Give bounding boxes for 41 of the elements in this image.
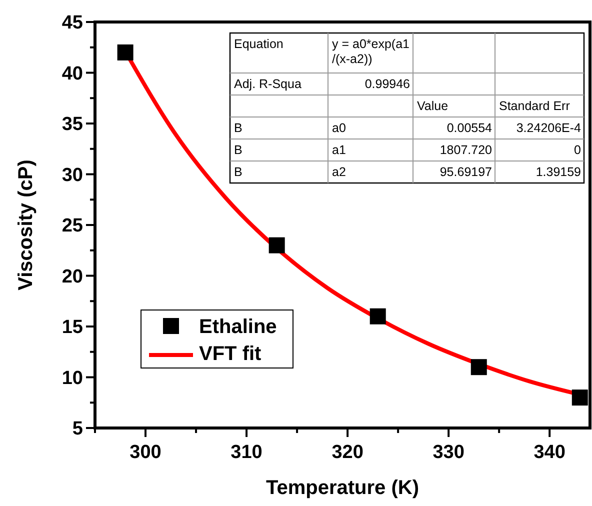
annotation: y = a0*exp(a1/(x-a2)) [332, 37, 410, 66]
x-tick-label: 340 [534, 442, 566, 463]
annotation: 0.99946 [364, 77, 410, 91]
annotation: 0 [574, 143, 582, 157]
y-tick-label: 35 [62, 114, 84, 136]
annotation: 1807.720 [440, 143, 492, 157]
y-tick-label: 20 [62, 266, 83, 288]
annotation: 3.24206E-4 [516, 121, 582, 135]
annotation: Adj. R-Squa [234, 77, 302, 91]
x-tick-label: 310 [230, 442, 262, 463]
legend-label: VFT fit [199, 343, 262, 365]
y-tick-label: 30 [62, 164, 83, 186]
annotation: a0 [332, 121, 346, 135]
legend-label: Ethaline [199, 316, 277, 338]
annotation: B [234, 165, 242, 179]
point [370, 308, 386, 324]
y-tick-label: 10 [62, 368, 83, 389]
point [470, 359, 487, 376]
y-tick-label: 40 [62, 63, 83, 84]
annotation: 0.00554 [446, 121, 492, 135]
point [268, 237, 285, 254]
point [572, 390, 588, 406]
annotation: a1 [332, 143, 346, 157]
x-tick-label: 320 [332, 442, 364, 463]
annotation: B [234, 121, 242, 135]
annotation: Value [417, 99, 448, 113]
annotation: 1.39159 [536, 165, 582, 179]
annotation: a2 [332, 165, 346, 179]
point [117, 44, 134, 60]
annotation: 95.69197 [440, 165, 492, 179]
annotation: Equation [234, 37, 284, 51]
annotation: Standard Err [499, 99, 570, 113]
y-axis-title: Viscosity (cP) [15, 160, 37, 290]
x-tick-label: 330 [432, 442, 464, 463]
y-tick-label: 15 [62, 317, 84, 338]
x-tick-label: 300 [130, 442, 162, 463]
y-tick-label: 5 [72, 418, 84, 440]
y-tick-label: 25 [62, 216, 84, 237]
y-tick-label: 45 [62, 12, 84, 34]
annotation: B [234, 143, 242, 157]
x-axis-title: Temperature (K) [266, 477, 419, 499]
